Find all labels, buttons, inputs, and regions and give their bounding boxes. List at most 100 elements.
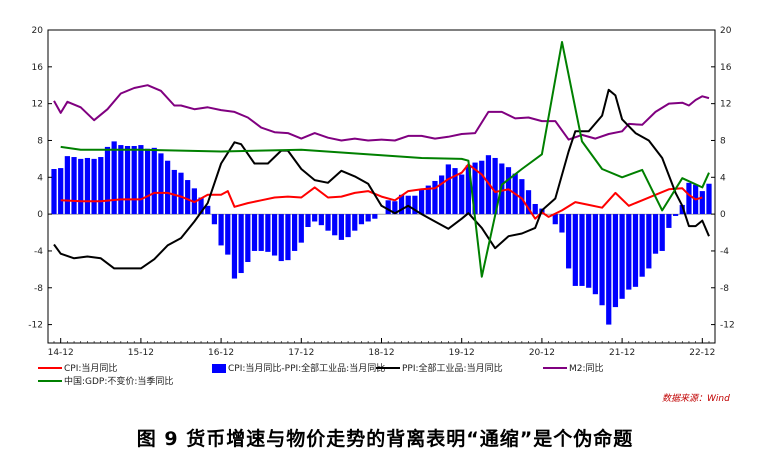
right-tick-label: 16: [720, 63, 732, 73]
legend-label: PPI:全部工业品:当月同比: [402, 362, 503, 374]
bar: [64, 156, 70, 215]
bar: [592, 214, 598, 295]
bar: [91, 158, 97, 215]
bar: [292, 214, 298, 251]
bar: [445, 164, 451, 215]
bar: [271, 214, 278, 256]
bar: [285, 214, 291, 261]
bar: [312, 214, 318, 222]
bar: [278, 214, 284, 262]
bar-series-cpi-ppi-spread: [51, 141, 712, 325]
bar: [666, 214, 672, 228]
bar: [632, 214, 639, 287]
bar: [439, 175, 445, 215]
series-line: [53, 84, 710, 142]
bar: [111, 141, 117, 215]
bar: [639, 214, 645, 277]
bar: [265, 214, 271, 252]
left-tick-label: -8: [34, 284, 43, 294]
bar: [672, 214, 679, 216]
bar: [425, 185, 431, 215]
bar: [412, 195, 418, 215]
bar: [459, 174, 465, 215]
source-note: 数据来源：Wind: [662, 393, 730, 404]
bar: [258, 214, 264, 251]
bar: [612, 214, 619, 308]
left-tick-label: 20: [32, 26, 44, 36]
bar: [418, 189, 425, 215]
bar: [646, 214, 652, 269]
bar: [178, 172, 184, 215]
bar: [185, 180, 191, 215]
left-tick-label: 16: [32, 63, 44, 73]
left-tick-label: -12: [28, 321, 43, 331]
bar: [706, 183, 712, 215]
right-tick-label: 4: [720, 173, 726, 183]
bar: [318, 214, 324, 226]
series-line: [53, 88, 710, 270]
bar: [124, 145, 131, 215]
bar: [225, 214, 231, 255]
bar: [559, 214, 565, 233]
bar: [84, 157, 91, 215]
bar: [572, 214, 578, 286]
bar: [332, 214, 338, 236]
bar: [171, 169, 177, 215]
bar: [372, 214, 378, 219]
x-tick-label: 19-12: [449, 348, 475, 358]
bar: [479, 160, 485, 215]
bar: [626, 214, 632, 290]
bar: [104, 146, 111, 215]
bar: [659, 214, 665, 251]
x-tick-label: 15-12: [128, 348, 154, 358]
bar: [452, 168, 458, 215]
bar: [51, 169, 57, 215]
legend-label: M2:同比: [569, 362, 604, 374]
legend-label: 中国:GDP:不变价:当季同比: [64, 375, 173, 387]
right-tick-label: -12: [720, 321, 735, 331]
right-tick-label: 20: [720, 26, 732, 36]
bar: [131, 145, 137, 215]
bar: [158, 153, 164, 215]
bar: [118, 145, 124, 215]
x-axis: 14-12 15-12 16-12 17-12 18-12 19-12 20-12 21-12…: [48, 338, 715, 358]
bar: [686, 182, 692, 215]
bar: [144, 148, 151, 215]
right-tick-label: -8: [720, 284, 729, 294]
x-tick-label: 16-12: [208, 348, 234, 358]
right-tick-label: 12: [720, 100, 731, 110]
x-tick-label: 22-12: [689, 348, 715, 358]
bar: [492, 157, 498, 215]
left-tick-label: 4: [37, 173, 43, 183]
line-series-group: [53, 41, 710, 278]
left-axis: 20 16 12 8 4 0 -4 -8 -12: [28, 26, 52, 331]
bar: [392, 201, 398, 215]
right-tick-label: 0: [720, 210, 726, 220]
right-tick-label: 8: [720, 136, 726, 146]
figure-caption: 图 9 货币增速与物价走势的背离表明“通缩”是个伪命题: [136, 428, 634, 450]
bar: [652, 214, 659, 254]
bar: [472, 162, 478, 215]
bar: [165, 160, 171, 215]
bar: [345, 214, 351, 238]
bar: [505, 167, 512, 215]
bar: [606, 214, 612, 325]
x-tick-label: 21-12: [609, 348, 635, 358]
bar: [231, 214, 238, 279]
bar: [305, 214, 311, 228]
bar: [338, 214, 345, 240]
bar: [205, 205, 211, 215]
bar: [358, 214, 365, 225]
bar: [352, 214, 358, 231]
bar: [566, 214, 572, 269]
right-axis: 20 16 12 8 4 0 -4 -8 -12: [711, 26, 735, 331]
bar: [599, 214, 605, 306]
bar: [58, 168, 64, 215]
bar: [98, 157, 104, 215]
bar: [679, 204, 685, 215]
bar: [151, 147, 157, 215]
legend-swatch: [212, 364, 226, 373]
bar: [579, 214, 585, 286]
bar: [532, 203, 538, 215]
